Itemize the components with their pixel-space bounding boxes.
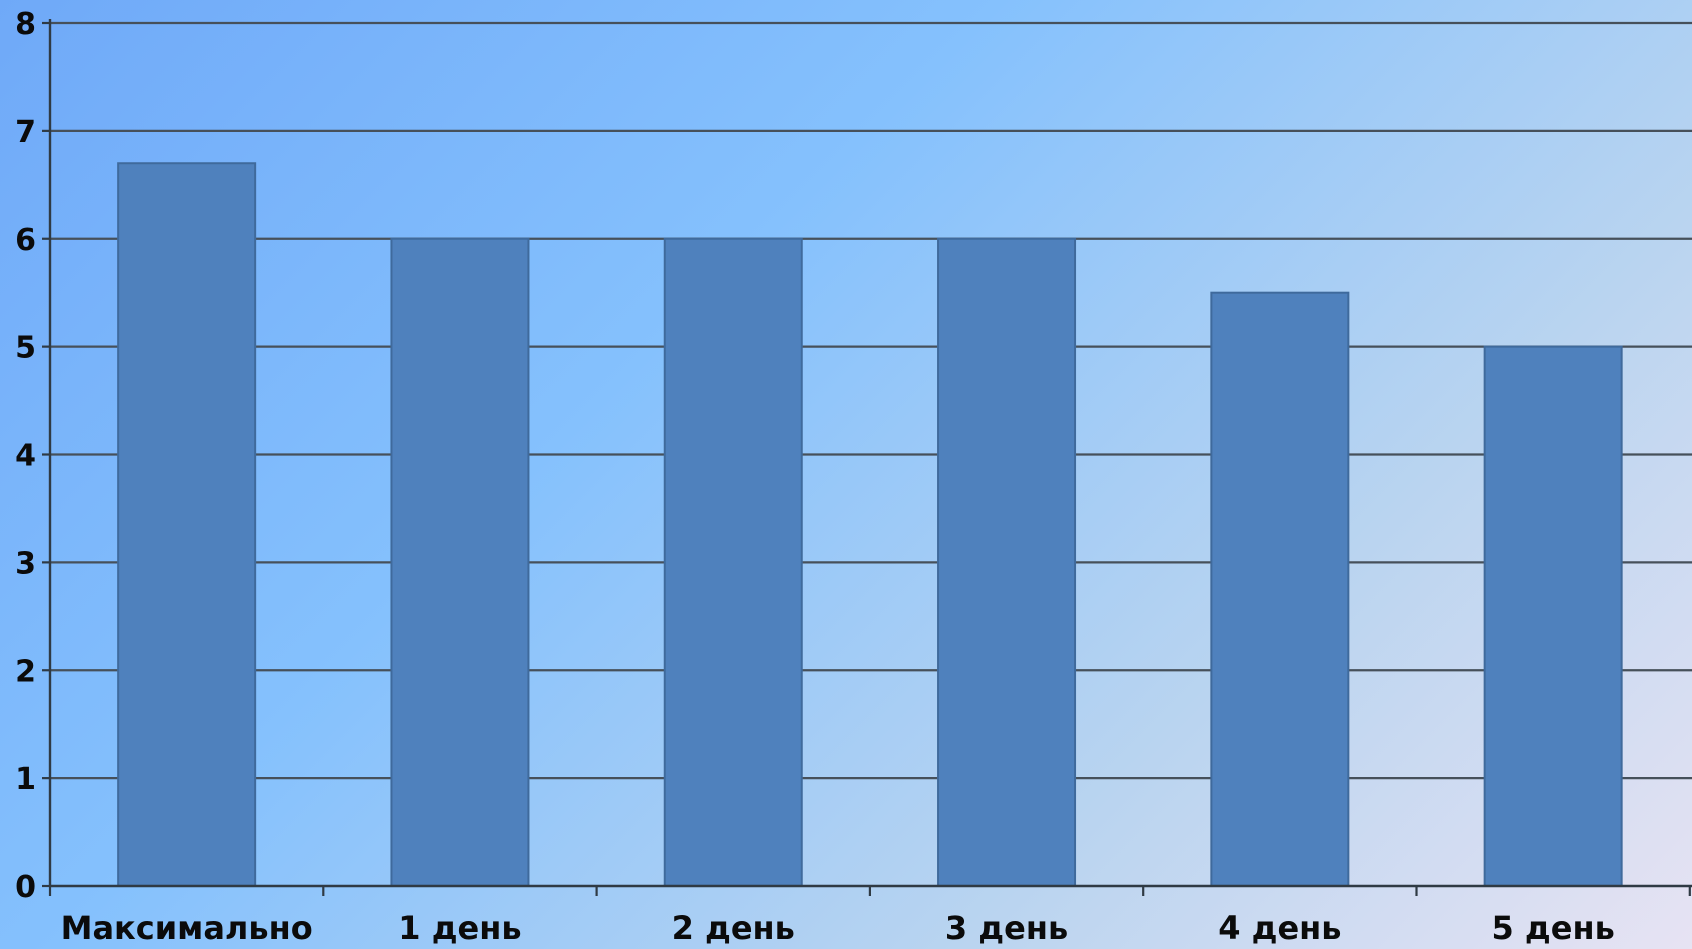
bar <box>937 237 1077 887</box>
y-tick-label: 1 <box>15 762 36 797</box>
y-tick-label: 3 <box>15 546 36 581</box>
x-tick-label: 1 день <box>398 909 521 947</box>
y-tick-label: 2 <box>15 654 36 689</box>
y-tick-labels: 0 1 2 3 4 5 6 7 8 <box>15 7 36 905</box>
y-tick-label: 7 <box>15 115 36 150</box>
y-tick-label: 8 <box>15 7 36 42</box>
bar <box>1210 291 1350 887</box>
y-tick-label: 4 <box>15 439 36 474</box>
x-tick-label: 2 день <box>672 909 795 947</box>
bars <box>117 162 1623 888</box>
y-tick-label: 6 <box>15 223 36 258</box>
bar <box>390 237 530 887</box>
bar <box>663 237 803 887</box>
x-tick-label: 3 день <box>945 909 1068 947</box>
x-tick-label: 4 день <box>1218 909 1341 947</box>
y-tick-label: 5 <box>15 331 36 366</box>
x-tick-labels: Максимально 1 день 2 день 3 день 4 день 5 ден… <box>61 909 1615 947</box>
x-tick-label: Максимально <box>61 909 313 947</box>
gridlines <box>50 21 1692 780</box>
axes <box>42 19 1692 896</box>
bar <box>117 162 257 888</box>
x-tick-label: 5 день <box>1492 909 1615 947</box>
bar <box>1483 345 1623 887</box>
y-tick-label: 0 <box>15 870 36 905</box>
